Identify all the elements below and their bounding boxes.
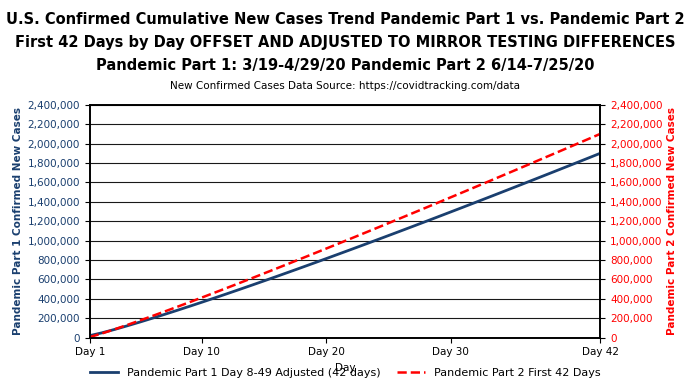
Pandemic Part 2 First 42 Days [409,211,417,215]
Pandemic Part 2 First 42 Days [571,142,580,147]
Pandemic Part 2 First 42 Days [559,147,567,152]
Pandemic Part 1 Day 8-49 Adjusted (42 days) [546,171,555,175]
Text: U.S. Confirmed Cumulative New Cases Trend Pandemic Part 1 vs. Pandemic Part 2: U.S. Confirmed Cumulative New Cases Tren… [6,12,684,27]
Pandemic Part 2 First 42 Days [285,261,293,266]
Pandemic Part 2 First 42 Days [434,200,442,205]
Pandemic Part 1 Day 8-49 Adjusted (42 days) [285,270,293,274]
Pandemic Part 1 Day 8-49 Adjusted (42 days) [148,316,156,320]
Pandemic Part 1 Day 8-49 Adjusted (42 days) [534,176,542,180]
Pandemic Part 2 First 42 Days [273,266,281,271]
Pandemic Part 1 Day 8-49 Adjusted (42 days) [197,300,206,305]
Pandemic Part 1 Day 8-49 Adjusted (42 days) [160,312,168,317]
Pandemic Part 2 First 42 Days [534,158,542,163]
Text: New Confirmed Cases Data Source: https://covidtracking.com/data: New Confirmed Cases Data Source: https:/… [170,81,520,92]
Pandemic Part 1 Day 8-49 Adjusted (42 days) [584,156,592,161]
Pandemic Part 1 Day 8-49 Adjusted (42 days) [210,296,218,300]
Pandemic Part 1 Day 8-49 Adjusted (42 days) [172,308,181,313]
Pandemic Part 2 First 42 Days [584,137,592,142]
Pandemic Part 2 First 42 Days [148,314,156,319]
Pandemic Part 2 First 42 Days [86,335,94,340]
Y-axis label: Pandemic Part 2 Confirmed New Cases: Pandemic Part 2 Confirmed New Cases [667,107,677,335]
Pandemic Part 2 First 42 Days [248,276,256,281]
Pandemic Part 2 First 42 Days [484,179,493,184]
Pandemic Part 1 Day 8-49 Adjusted (42 days) [422,219,430,224]
Pandemic Part 1 Day 8-49 Adjusted (42 days) [248,283,256,288]
Pandemic Part 2 First 42 Days [310,251,318,256]
Pandemic Part 2 First 42 Days [397,216,405,220]
Pandemic Part 1 Day 8-49 Adjusted (42 days) [571,161,580,166]
Pandemic Part 2 First 42 Days [322,246,331,251]
Pandemic Part 2 First 42 Days [596,132,604,136]
Pandemic Part 2 First 42 Days [359,231,368,236]
Pandemic Part 1 Day 8-49 Adjusted (42 days) [484,195,493,200]
Pandemic Part 1 Day 8-49 Adjusted (42 days) [509,185,518,190]
Pandemic Part 1 Day 8-49 Adjusted (42 days) [260,279,268,283]
Pandemic Part 2 First 42 Days [185,300,193,305]
Y-axis label: Pandemic Part 1 Confirmed New Cases: Pandemic Part 1 Confirmed New Cases [13,107,23,335]
Pandemic Part 1 Day 8-49 Adjusted (42 days) [384,233,393,238]
Line: Pandemic Part 1 Day 8-49 Adjusted (42 days): Pandemic Part 1 Day 8-49 Adjusted (42 da… [90,153,600,336]
Text: Pandemic Part 1: 3/19-4/29/20 Pandemic Part 2 6/14-7/25/20: Pandemic Part 1: 3/19-4/29/20 Pandemic P… [96,58,594,73]
Pandemic Part 2 First 42 Days [98,331,106,336]
Pandemic Part 1 Day 8-49 Adjusted (42 days) [110,327,119,332]
Pandemic Part 1 Day 8-49 Adjusted (42 days) [185,304,193,309]
Pandemic Part 1 Day 8-49 Adjusted (42 days) [235,287,244,292]
Pandemic Part 1 Day 8-49 Adjusted (42 days) [322,256,331,261]
Pandemic Part 2 First 42 Days [446,195,455,199]
Pandemic Part 2 First 42 Days [197,295,206,300]
Pandemic Part 1 Day 8-49 Adjusted (42 days) [223,291,231,296]
Pandemic Part 2 First 42 Days [546,153,555,158]
Pandemic Part 1 Day 8-49 Adjusted (42 days) [372,238,380,242]
Pandemic Part 1 Day 8-49 Adjusted (42 days) [497,190,505,195]
Pandemic Part 1 Day 8-49 Adjusted (42 days) [98,331,106,335]
Pandemic Part 1 Day 8-49 Adjusted (42 days) [559,166,567,170]
Pandemic Part 2 First 42 Days [509,169,518,173]
Pandemic Part 2 First 42 Days [160,309,168,314]
Pandemic Part 1 Day 8-49 Adjusted (42 days) [596,151,604,156]
Pandemic Part 2 First 42 Days [223,286,231,290]
Legend: Pandemic Part 1 Day 8-49 Adjusted (42 days), Pandemic Part 2 First 42 Days: Pandemic Part 1 Day 8-49 Adjusted (42 da… [86,364,604,383]
Pandemic Part 2 First 42 Days [123,323,131,327]
Pandemic Part 2 First 42 Days [459,190,467,194]
Pandemic Part 2 First 42 Days [260,271,268,276]
Pandemic Part 1 Day 8-49 Adjusted (42 days) [446,210,455,214]
Text: First 42 Days by Day OFFSET AND ADJUSTED TO MIRROR TESTING DIFFERENCES: First 42 Days by Day OFFSET AND ADJUSTED… [14,35,676,50]
Pandemic Part 1 Day 8-49 Adjusted (42 days) [434,214,442,219]
Pandemic Part 1 Day 8-49 Adjusted (42 days) [347,247,355,252]
Pandemic Part 2 First 42 Days [497,174,505,178]
Line: Pandemic Part 2 First 42 Days: Pandemic Part 2 First 42 Days [90,134,600,337]
Pandemic Part 1 Day 8-49 Adjusted (42 days) [522,180,530,185]
Pandemic Part 2 First 42 Days [210,291,218,295]
Pandemic Part 1 Day 8-49 Adjusted (42 days) [409,224,417,229]
Pandemic Part 1 Day 8-49 Adjusted (42 days) [359,242,368,247]
Pandemic Part 1 Day 8-49 Adjusted (42 days) [297,265,306,270]
Pandemic Part 1 Day 8-49 Adjusted (42 days) [472,200,480,204]
Pandemic Part 1 Day 8-49 Adjusted (42 days) [86,333,94,338]
Pandemic Part 2 First 42 Days [422,205,430,210]
Pandemic Part 2 First 42 Days [522,163,530,168]
Pandemic Part 2 First 42 Days [384,221,393,225]
Pandemic Part 2 First 42 Days [110,327,119,332]
Pandemic Part 2 First 42 Days [347,236,355,241]
Pandemic Part 2 First 42 Days [335,241,343,246]
Pandemic Part 2 First 42 Days [472,185,480,189]
Pandemic Part 2 First 42 Days [372,226,380,230]
Pandemic Part 1 Day 8-49 Adjusted (42 days) [310,261,318,265]
Pandemic Part 2 First 42 Days [135,318,144,323]
Pandemic Part 2 First 42 Days [297,256,306,261]
Pandemic Part 1 Day 8-49 Adjusted (42 days) [273,274,281,279]
Pandemic Part 1 Day 8-49 Adjusted (42 days) [135,320,144,324]
X-axis label: Day: Day [335,363,355,373]
Pandemic Part 1 Day 8-49 Adjusted (42 days) [123,324,131,328]
Pandemic Part 1 Day 8-49 Adjusted (42 days) [397,229,405,233]
Pandemic Part 1 Day 8-49 Adjusted (42 days) [335,252,343,256]
Pandemic Part 1 Day 8-49 Adjusted (42 days) [459,205,467,210]
Pandemic Part 2 First 42 Days [235,281,244,286]
Pandemic Part 2 First 42 Days [172,305,181,309]
